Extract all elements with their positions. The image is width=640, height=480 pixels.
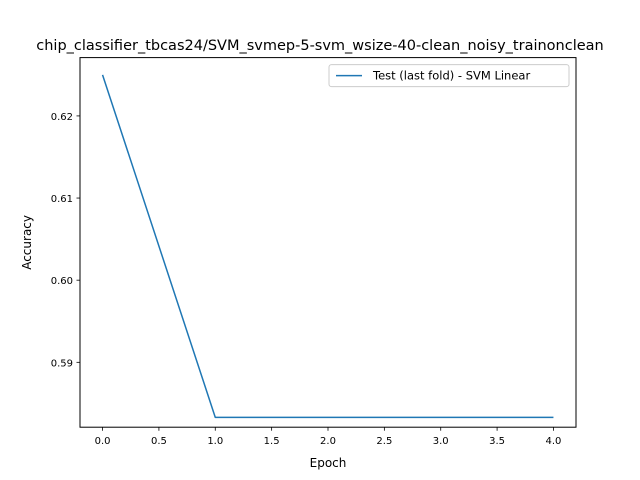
y-tick-label: 0.61 — [51, 194, 73, 205]
x-tick-label: 0.0 — [95, 436, 111, 447]
plot-area: 0.0 0.5 1.0 1.5 2.0 2.5 3.0 3.5 4.0 0.59 0.60 0.61 0… — [51, 74, 562, 447]
x-tick-label: 1.5 — [264, 436, 280, 447]
legend: Test (last fold) - SVM Linear — [328, 64, 570, 88]
y-axis-label: Accuracy — [20, 215, 34, 270]
x-tick-label: 2.5 — [376, 436, 392, 447]
y-tick-label: 0.59 — [51, 358, 73, 369]
x-tick-label: 3.0 — [433, 436, 449, 447]
y-tick-label: 0.60 — [51, 276, 73, 287]
x-tick-label: 1.0 — [207, 436, 223, 447]
series-line — [101, 74, 554, 419]
x-axis-label: Epoch — [310, 456, 347, 470]
y-tick-label: 0.62 — [51, 112, 73, 123]
axes-frame — [79, 57, 577, 428]
legend-box — [328, 64, 570, 88]
x-tick-label: 4.0 — [546, 436, 562, 447]
chart-title: chip_classifier_tbcas24/SVM_svmep-5-svm_… — [36, 38, 603, 54]
x-tick-label: 0.5 — [151, 436, 167, 447]
x-tick-label: 3.5 — [489, 436, 505, 447]
legend-label: Test (last fold) - SVM Linear — [372, 69, 530, 83]
x-tick-label: 2.0 — [320, 436, 336, 447]
